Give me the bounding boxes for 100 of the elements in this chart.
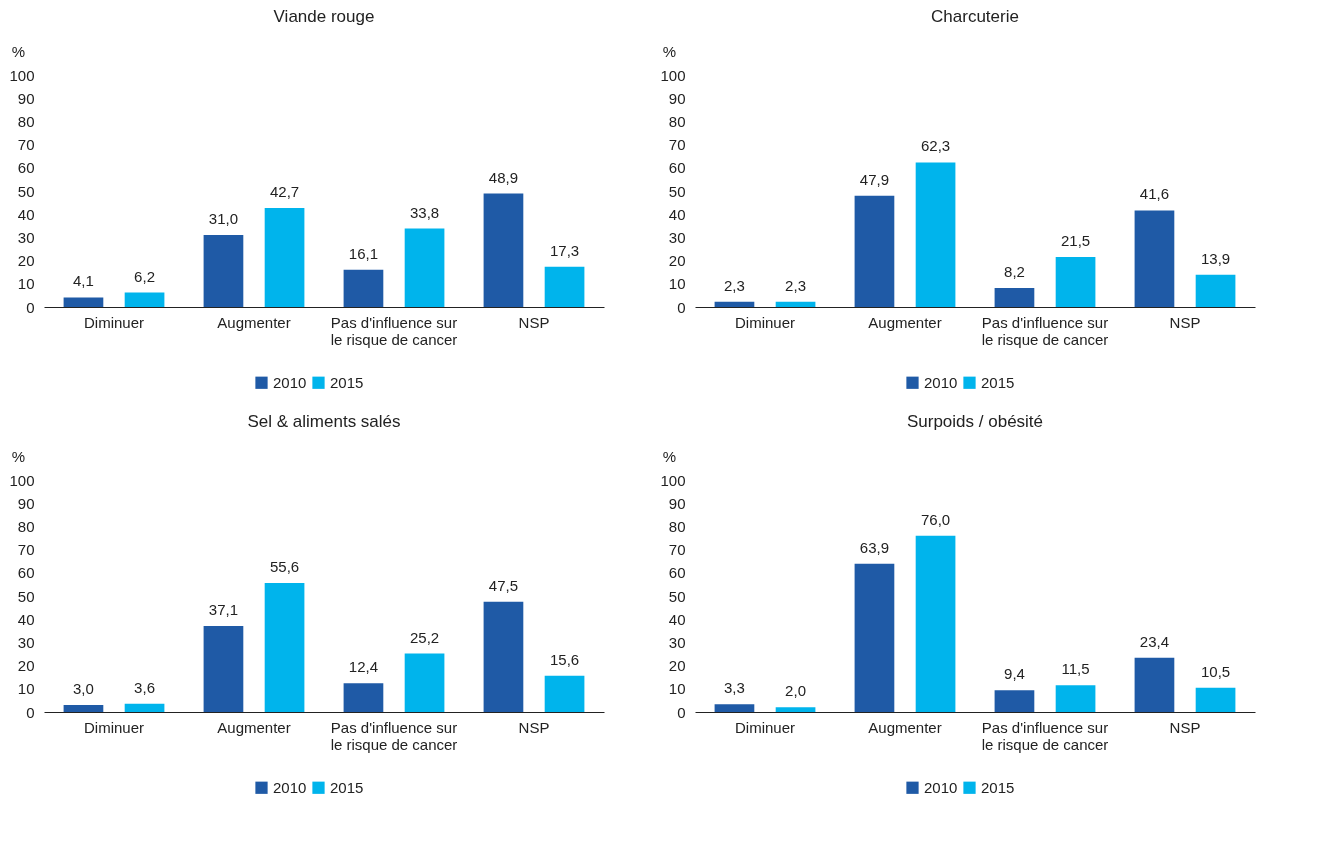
y-tick-label: 50 [17,587,35,605]
bar [203,625,244,712]
x-tick-label: Pas d'influence sur le risque de cancer [981,313,1109,348]
y-tick-label: 40 [17,610,35,628]
legend-label: 2010 [924,373,958,391]
chart-title: Sel & aliments salés [247,412,401,431]
data-label: 63,9 [859,538,890,556]
data-label: 55,6 [269,558,300,576]
data-label: 47,5 [488,576,519,594]
bar [544,675,585,712]
chart-title: Charcuterie [931,7,1019,26]
y-tick-label: 10 [17,275,35,293]
y-tick-label: 30 [17,228,35,246]
data-label: 37,1 [208,600,239,618]
bar [775,301,816,307]
bar [404,228,445,307]
bar [1134,657,1175,712]
x-tick-label: NSP [518,718,550,736]
y-tick-label: 40 [668,205,686,223]
y-tick-label: 70 [17,541,35,559]
y-tick-label: 20 [17,657,35,675]
y-tick-label: 90 [668,494,686,512]
data-label: 23,4 [1139,632,1170,650]
bar [124,292,165,307]
y-tick-label: 10 [17,680,35,698]
data-label: 2,3 [785,276,806,294]
legend-label: 2015 [330,778,364,796]
legend-label: 2015 [330,373,364,391]
bar [264,207,305,307]
y-tick-label: 40 [17,205,35,223]
y-tick-label: 10 [668,275,686,293]
legend-label: 2010 [924,778,958,796]
x-tick-label: Augmenter [868,313,942,331]
data-label: 6,2 [134,267,155,285]
bar [775,707,816,712]
bar [714,704,755,712]
bar [404,653,445,712]
data-label: 3,6 [134,678,155,696]
y-tick-label: 60 [17,159,35,177]
y-tick-label: 0 [26,298,35,316]
legend-label: 2015 [981,778,1015,796]
y-tick-label: 80 [668,517,686,535]
y-axis-title: % [662,447,677,465]
x-tick-label: Diminuer [734,718,796,736]
data-label: 76,0 [920,510,951,528]
bar [264,583,305,712]
data-label: 9,4 [1004,665,1025,683]
x-tick-label: Pas d'influence sur le risque de cancer [981,718,1109,753]
y-tick-label: 100 [660,471,686,489]
y-tick-label: 10 [668,680,686,698]
y-axis-title: % [11,447,26,465]
bar [203,235,244,307]
data-label: 10,5 [1200,662,1231,680]
data-label: 2,3 [724,276,745,294]
y-tick-label: 20 [668,657,686,675]
data-label: 16,1 [348,244,379,262]
y-tick-label: 30 [668,633,686,651]
legend-label: 2015 [981,373,1015,391]
data-label: 42,7 [269,182,300,200]
y-tick-label: 90 [17,494,35,512]
bar [994,690,1035,712]
data-label: 33,8 [409,203,440,221]
y-tick-label: 0 [677,298,686,316]
y-tick-label: 30 [668,228,686,246]
x-tick-label: Diminuer [83,718,145,736]
data-label: 47,9 [859,170,890,188]
chart-title: Viande rouge [273,7,375,26]
bar [1055,257,1096,307]
x-tick-label: Augmenter [217,313,291,331]
x-tick-label: NSP [1169,718,1201,736]
y-tick-label: 40 [668,610,686,628]
data-label: 48,9 [488,168,519,186]
y-tick-label: 100 [660,66,686,84]
bar [343,269,384,307]
y-axis-title: % [11,42,26,60]
bar [483,193,524,307]
y-tick-label: 70 [668,136,686,154]
y-tick-label: 60 [668,159,686,177]
y-tick-label: 30 [17,633,35,651]
x-tick-label: Augmenter [868,718,942,736]
bar [483,601,524,712]
data-label: 15,6 [549,650,580,668]
y-tick-label: 80 [17,517,35,535]
y-tick-label: 20 [668,252,686,270]
bar [854,563,895,712]
data-label: 12,4 [348,658,379,676]
data-label: 62,3 [920,137,951,155]
y-tick-label: 50 [17,182,35,200]
data-label: 31,0 [208,210,239,228]
bar [1134,210,1175,307]
data-label: 25,2 [409,628,440,646]
legend-label: 2010 [273,373,307,391]
y-tick-label: 60 [668,564,686,582]
y-tick-label: 100 [9,66,35,84]
y-tick-label: 80 [17,112,35,130]
y-axis-title: % [662,42,677,60]
bar [854,195,895,307]
y-tick-label: 100 [9,471,35,489]
data-label: 41,6 [1139,185,1170,203]
x-tick-label: Pas d'influence sur le risque de cancer [330,718,458,753]
